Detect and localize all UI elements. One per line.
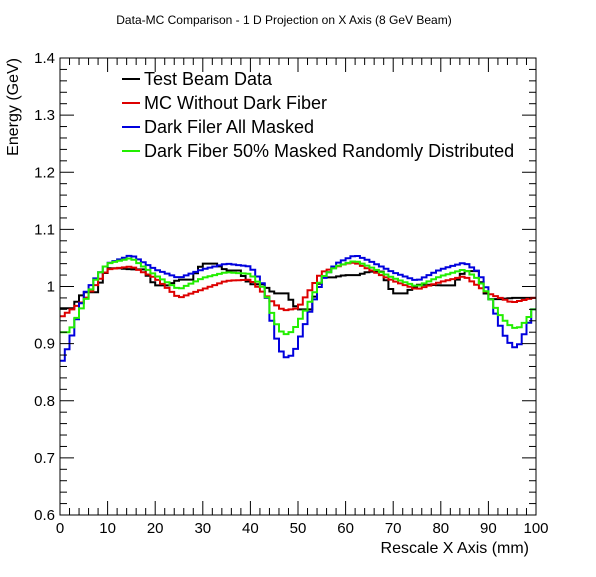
x-tick-label: 30: [194, 520, 211, 537]
series-layer: [60, 254, 536, 362]
y-tick-label: 1.1: [34, 221, 55, 238]
x-tick-label: 60: [337, 520, 354, 537]
x-tick-label: 80: [432, 520, 449, 537]
y-tick-label: 0.8: [34, 393, 55, 410]
series-line-3: [60, 254, 536, 362]
y-tick-label: 0.9: [34, 336, 55, 353]
legend-label-1: Test Beam Data: [144, 69, 273, 89]
x-tick-label: 20: [147, 520, 164, 537]
y-tick-label: 1: [47, 279, 55, 296]
x-tick-label: 40: [242, 520, 259, 537]
legend-label-2: MC Without Dark Fiber: [144, 93, 327, 113]
y-tick-label: 0.6: [34, 507, 55, 524]
legend-label-4: Dark Fiber 50% Masked Randomly Distribut…: [144, 141, 514, 161]
x-axis-label: Rescale X Axis (mm): [381, 540, 529, 557]
y-axis-label: Energy (GeV): [5, 58, 22, 156]
legend-label-3: Dark Filer All Masked: [144, 117, 314, 137]
series-line-2: [60, 261, 536, 318]
x-tick-label: 100: [523, 520, 548, 537]
legend: Test Beam Data MC Without Dark Fiber Dark …: [122, 69, 514, 161]
x-tick-label: 0: [56, 520, 64, 537]
x-tick-label: 50: [290, 520, 307, 537]
x-tick-label: 10: [99, 520, 116, 537]
chart-title: Data-MC Comparison - 1 D Projection on X…: [116, 13, 451, 27]
y-tick-label: 1.3: [34, 107, 55, 124]
x-tick-label: 90: [480, 520, 497, 537]
series-line-4: [60, 257, 536, 336]
y-tick-label: 1.2: [34, 164, 55, 181]
axes-layer: 0 10 20 30 40 50 60 70 80 90 100 0.6 0.7 0.8 0.9 1 1.1 1.…: [34, 50, 548, 537]
x-tick-label: 70: [385, 520, 402, 537]
y-tick-label: 0.7: [34, 450, 55, 467]
y-tick-label: 1.4: [34, 50, 55, 67]
